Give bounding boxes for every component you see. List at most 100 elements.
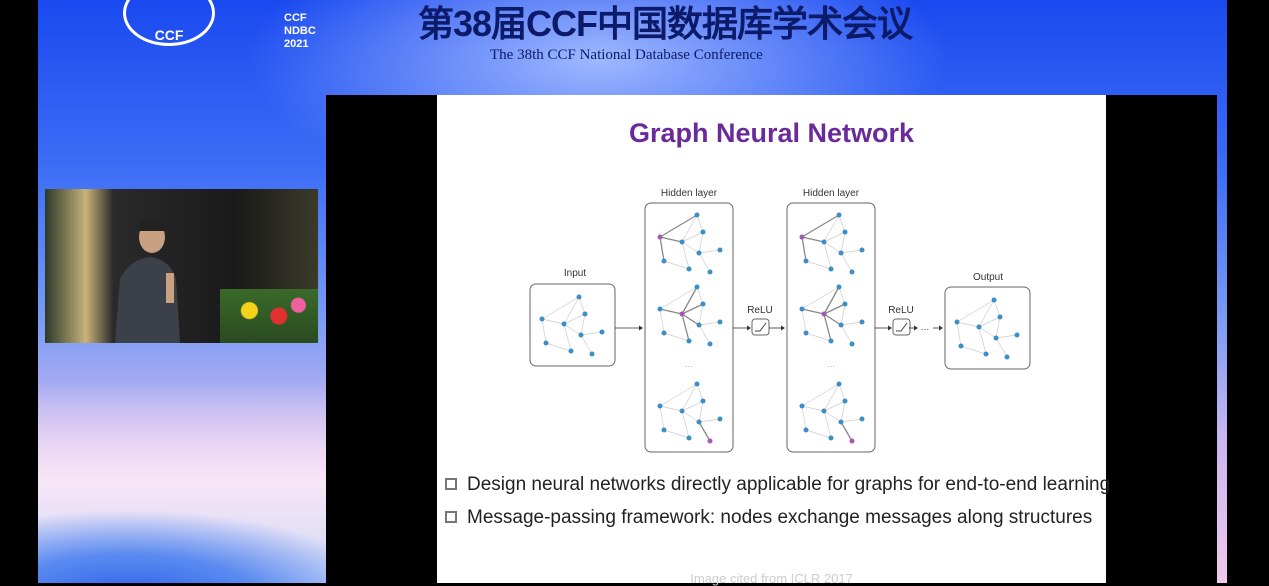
graph-edge (838, 214, 846, 233)
graph-edge (698, 249, 721, 254)
graph-edge (801, 405, 807, 431)
conference-title-chinese: 第38届CCF中国数据库学术会议 (418, 3, 913, 44)
graph-node (836, 284, 842, 290)
graph-edge (840, 303, 846, 326)
graph-edge (995, 334, 1018, 339)
graph-node (799, 403, 805, 409)
graph-edge (580, 331, 603, 336)
graph-edge (838, 286, 846, 305)
graph-node (836, 212, 842, 218)
graph-edge (681, 241, 700, 254)
graph-node (686, 338, 692, 344)
graph-node (657, 234, 663, 240)
graph-node (686, 435, 692, 441)
relu-box (751, 318, 770, 336)
graph-node (821, 239, 827, 245)
graph-edge (995, 316, 1001, 339)
graph-node (997, 314, 1003, 320)
graph-edge (659, 236, 683, 243)
graph-node (694, 284, 700, 290)
graph-edge (801, 286, 840, 310)
arrow-head (914, 325, 918, 331)
graph-edge (659, 383, 698, 407)
ellipsis: … (827, 359, 836, 369)
graph-node (859, 247, 865, 253)
graph-edge (659, 308, 683, 315)
graph-edge (563, 323, 582, 336)
graph-edge (698, 321, 721, 326)
graph-node (707, 269, 713, 275)
graph-edge (823, 410, 842, 423)
graph-edge (801, 214, 840, 238)
graph-edge (681, 286, 698, 315)
graph-edge (840, 418, 863, 423)
graph-node (954, 319, 960, 325)
graph-edge (801, 383, 840, 407)
arrow-head (747, 325, 751, 331)
slide-footer-citation: Image cited from ICLR 2017 (690, 571, 853, 586)
output-label: Output (973, 272, 1003, 283)
graph-node (696, 322, 702, 328)
graph-edge (681, 231, 704, 243)
graph-node (694, 212, 700, 218)
bullet-text: Message-passing framework: nodes exchang… (467, 507, 1093, 528)
graph-node (838, 419, 844, 425)
presentation-slide: Graph Neural Network Input Hidden layer … (437, 95, 1110, 586)
gnn-diagram: Input Hidden layer Hidden layer ReLU ReL… (529, 188, 1031, 453)
relu-icon (755, 322, 767, 332)
graph-edge (663, 332, 690, 342)
arrow-head (781, 325, 785, 331)
graph-edge (659, 405, 683, 412)
graph-node (661, 427, 667, 433)
hidden-layer-label: Hidden layer (803, 188, 860, 199)
graph-node (976, 324, 982, 330)
slide-title: Graph Neural Network (628, 118, 915, 148)
graph-edge (681, 400, 704, 412)
graph-edge (663, 260, 690, 270)
graph-edge (681, 303, 704, 315)
graph-node (838, 322, 844, 328)
layer-box (644, 202, 734, 453)
graph-node (700, 398, 706, 404)
graph-edge (663, 429, 690, 439)
graph-node (849, 438, 855, 444)
graph-node (1004, 354, 1010, 360)
graph-edge (823, 303, 846, 315)
graph-edge (823, 410, 832, 439)
graph-edge (978, 326, 997, 339)
graph-edge (563, 323, 572, 352)
graph-node (828, 338, 834, 344)
input-label: Input (564, 268, 586, 279)
arrow-head (939, 325, 943, 331)
graph-edge (805, 429, 832, 439)
graph-node (821, 408, 827, 414)
graph-node (828, 266, 834, 272)
graph-node (799, 234, 805, 240)
graph-node (849, 341, 855, 347)
graph-node (842, 398, 848, 404)
graph-edge (956, 299, 995, 323)
graph-edge (956, 321, 980, 328)
graph-node (859, 416, 865, 422)
graph-edge (563, 296, 580, 325)
speaker-figure (115, 218, 180, 343)
graph-edge (580, 334, 593, 355)
ndbc-logo-text: CCF NDBC 2021 (284, 12, 316, 50)
bullet-item: Message-passing framework: nodes exchang… (445, 506, 1092, 529)
graph-edge (823, 231, 846, 243)
layer-box (529, 283, 616, 367)
graph-edge (659, 214, 698, 238)
graph-node (696, 419, 702, 425)
relu-box (892, 318, 911, 336)
graph-node (657, 403, 663, 409)
graph-node (657, 306, 663, 312)
graph-node (561, 321, 567, 327)
graph-edge (840, 421, 853, 442)
graph-edge (681, 410, 690, 439)
graph-node (539, 316, 545, 322)
graph-edge (823, 241, 832, 270)
graph-edge (578, 296, 586, 315)
graph-edge (681, 241, 690, 270)
speaker-video[interactable] (45, 189, 318, 343)
graph-edge (698, 324, 711, 345)
